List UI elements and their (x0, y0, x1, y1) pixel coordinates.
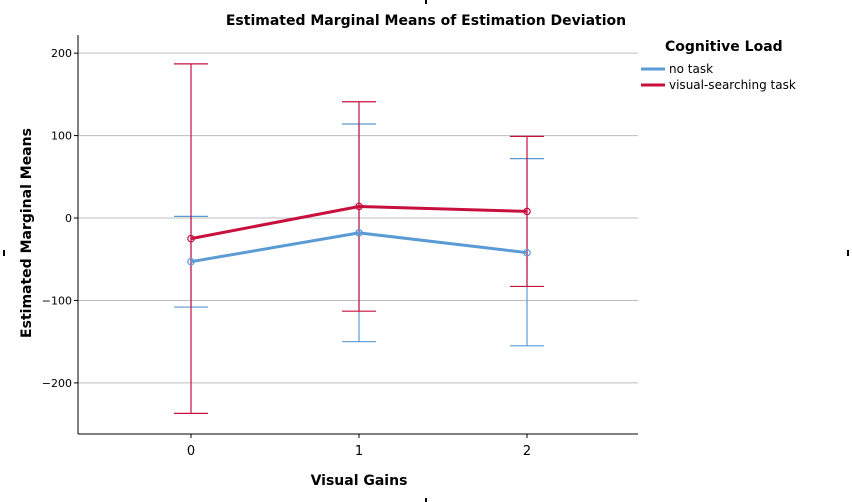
x-tick-labels: 0 1 2 (187, 444, 531, 459)
x-tick-label: 0 (187, 444, 195, 459)
gridlines (78, 52, 638, 384)
y-tick-labels: 200 100 0 −100 −200 (42, 47, 72, 390)
series-line (190, 204, 528, 241)
legend-title: Cognitive Load (665, 39, 783, 55)
legend: Cognitive Load no task visual-searching t… (641, 39, 796, 92)
data-point (523, 207, 531, 216)
series-line (190, 231, 528, 264)
data-points (187, 202, 531, 266)
legend-label: no task (669, 62, 713, 76)
data-point (187, 234, 195, 243)
data-point (355, 202, 363, 211)
y-tick-label: −100 (42, 294, 72, 307)
y-tick-label: 0 (65, 212, 72, 225)
chart-title: Estimated Marginal Means of Estimation D… (226, 13, 626, 29)
data-point (355, 229, 363, 237)
data-point (523, 248, 531, 257)
y-tick-label: −200 (42, 377, 72, 390)
frame-marks (3, 0, 849, 502)
y-tick-label: 200 (51, 47, 72, 60)
y-tick-label: 100 (51, 130, 72, 143)
series-lines (190, 204, 528, 264)
data-point (187, 257, 195, 266)
axes (74, 35, 638, 438)
error-bars (174, 63, 544, 414)
x-tick-label: 2 (523, 444, 531, 459)
x-axis-label: Visual Gains (311, 473, 408, 489)
legend-label: visual-searching task (669, 78, 796, 92)
y-axis-label: Estimated Marginal Means (19, 128, 35, 338)
x-tick-label: 1 (355, 444, 363, 459)
